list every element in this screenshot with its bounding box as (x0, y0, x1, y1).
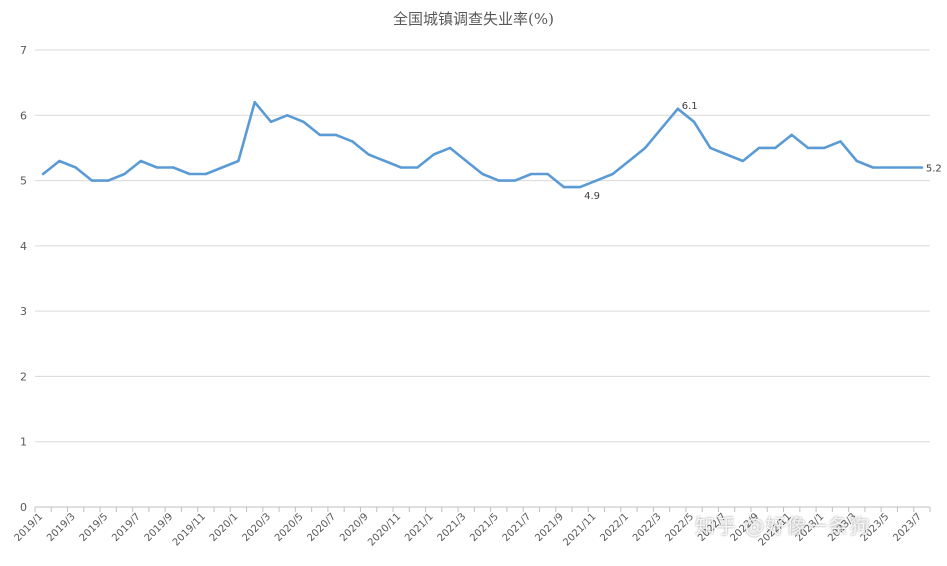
data-point (725, 153, 728, 156)
data-point (611, 172, 614, 176)
data-point (920, 166, 924, 169)
data-point (513, 179, 517, 182)
data-label: 5.2 (926, 164, 942, 175)
data-point (871, 166, 875, 169)
x-tick-label: 2021/9 (533, 511, 566, 544)
data-point (644, 146, 647, 150)
y-tick-label: 4 (20, 240, 27, 253)
x-tick-label: 2019/3 (45, 511, 78, 544)
x-tick-label: 2019/5 (78, 511, 111, 544)
x-tick-label: 2020/5 (273, 511, 306, 544)
gridlines (35, 49, 930, 443)
data-point (416, 166, 419, 169)
x-tick-label: 2022/5 (664, 511, 697, 544)
data-point (855, 159, 858, 163)
data-point (823, 146, 826, 150)
x-tick-label: 2020/9 (338, 511, 371, 544)
data-point (237, 159, 240, 163)
data-label: 4.9 (584, 191, 600, 202)
data-point (220, 166, 224, 169)
data-point (41, 172, 45, 176)
data-point (74, 166, 77, 169)
data-point (302, 120, 305, 124)
x-tick-label: 2021/1 (403, 511, 436, 544)
data-point (676, 107, 679, 110)
data-point (318, 133, 321, 137)
data-point (399, 166, 403, 169)
data-point (595, 179, 598, 182)
data-point (497, 179, 500, 182)
data-point (123, 172, 126, 176)
data-point (58, 159, 61, 163)
x-tick-label: 2020/11 (366, 511, 403, 548)
y-tick-label: 0 (20, 501, 27, 514)
x-tick-label: 2019/7 (110, 511, 143, 544)
x-tick-label: 2022/3 (631, 511, 664, 544)
x-tick-label: 2022/1 (598, 511, 631, 544)
data-point (432, 153, 435, 156)
data-point (774, 146, 777, 150)
data-point (888, 166, 891, 169)
data-point (269, 120, 273, 124)
data-point (757, 146, 761, 150)
x-tick-label: 2020/7 (306, 511, 339, 544)
data-point (253, 101, 256, 104)
axes (34, 506, 931, 512)
x-tick-label: 2019/1 (13, 511, 46, 544)
x-tick-label: 2021/7 (501, 511, 534, 544)
x-tick-label: 2020/1 (208, 511, 241, 544)
data-point (692, 120, 696, 124)
x-tick-label: 2020/3 (240, 511, 273, 544)
data-point (139, 159, 142, 163)
y-tick-label: 7 (20, 44, 27, 57)
data-point (172, 166, 175, 169)
data-point (367, 153, 370, 156)
data-point (562, 185, 566, 189)
x-tick-label: 2019/9 (143, 511, 176, 544)
data-point (204, 172, 208, 176)
x-tick-label: 2021/3 (436, 511, 469, 544)
y-tick-label: 6 (20, 109, 27, 122)
data-point (627, 159, 631, 163)
x-tick-label: 2023/7 (891, 511, 924, 544)
data-point (155, 166, 159, 169)
data-point (660, 127, 663, 130)
data-point (383, 159, 387, 163)
x-tick-label: 2019/11 (171, 511, 208, 548)
series (41, 100, 924, 189)
data-point (90, 179, 94, 182)
data-point (465, 159, 468, 163)
data-point (709, 146, 712, 150)
y-axis-ticks: 0 1 2 3 4 5 6 7 (20, 44, 27, 514)
data-point (188, 172, 191, 176)
y-tick-label: 2 (20, 370, 27, 383)
data-point (481, 172, 484, 176)
y-tick-label: 1 (20, 436, 27, 449)
data-label: 6.1 (682, 101, 698, 112)
data-point (578, 185, 582, 189)
data-point (351, 140, 354, 143)
data-point (286, 114, 289, 117)
chart-title: 全国城镇调查失业率(%) (393, 10, 554, 28)
data-point (530, 172, 533, 176)
data-point (904, 166, 907, 169)
data-point (448, 146, 452, 150)
data-labels: 4.9 6.1 5.2 (584, 101, 942, 202)
y-tick-label: 3 (20, 305, 27, 318)
data-point (741, 159, 745, 163)
data-point (334, 133, 338, 137)
data-point (790, 133, 793, 137)
data-point (107, 179, 110, 182)
data-point (839, 140, 842, 143)
data-point (806, 146, 810, 150)
x-tick-label: 2021/5 (468, 511, 501, 544)
y-tick-label: 5 (20, 175, 27, 188)
x-tick-label: 2021/11 (561, 511, 598, 548)
data-point (546, 172, 549, 176)
watermark: 知乎 @好像一条狗 (695, 514, 871, 538)
